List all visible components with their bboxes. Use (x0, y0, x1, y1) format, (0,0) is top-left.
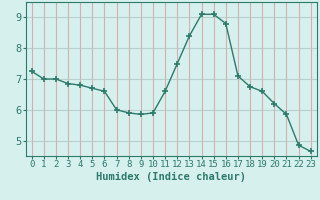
X-axis label: Humidex (Indice chaleur): Humidex (Indice chaleur) (96, 172, 246, 182)
